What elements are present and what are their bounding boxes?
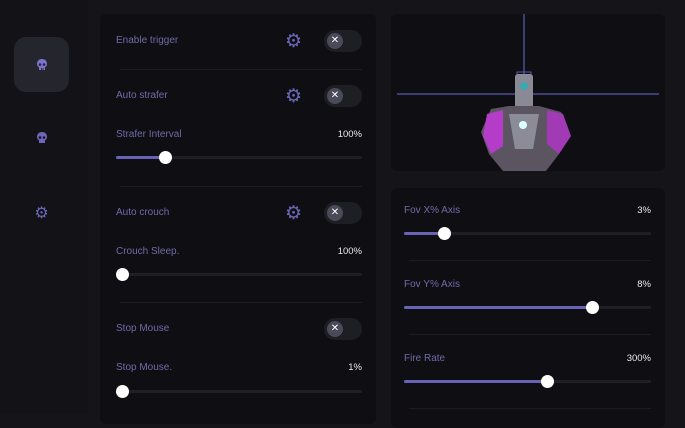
x-icon: ✕: [327, 88, 343, 104]
stop-mouse-row: Stop Mouse ✕: [116, 318, 362, 340]
slider-thumb[interactable]: [541, 375, 555, 388]
gear-icon[interactable]: ⚙: [284, 203, 302, 224]
fov-x-label: Fov X% Axis: [404, 205, 461, 216]
slider-thumb[interactable]: [437, 227, 451, 240]
gear-icon[interactable]: ⚙: [284, 86, 302, 107]
strafer-interval-slider[interactable]: [116, 151, 362, 164]
divider: [120, 302, 362, 303]
stop-mouse-label: Stop Mouse: [116, 323, 170, 334]
divider: [409, 260, 651, 261]
stop-mouse-slider-value: 1%: [348, 362, 362, 373]
strafer-interval-slider-row: Strafer Interval 100%: [116, 129, 362, 164]
fov-x-slider-row: Fov X% Axis 3%: [404, 205, 651, 240]
slider-thumb[interactable]: [159, 151, 173, 164]
slider-thumb[interactable]: [585, 301, 599, 314]
auto-crouch-row: Auto crouch ⚙ ✕: [116, 202, 362, 224]
divider: [120, 186, 362, 187]
fire-rate-value: 300%: [626, 353, 651, 364]
auto-crouch-toggle[interactable]: ✕: [324, 202, 362, 224]
fov-y-slider[interactable]: [404, 301, 651, 314]
fire-rate-slider[interactable]: [404, 375, 651, 388]
x-icon: ✕: [327, 33, 343, 49]
crouch-sleep-slider[interactable]: [116, 268, 362, 281]
stop-mouse-slider-row: Stop Mouse. 1%: [116, 362, 362, 398]
gear-icon: ⚙: [34, 204, 49, 222]
fov-x-slider[interactable]: [404, 227, 651, 240]
slider-thumb[interactable]: [116, 268, 129, 281]
crouch-sleep-label: Crouch Sleep.: [116, 246, 180, 257]
preview-panel: [391, 14, 665, 171]
enable-trigger-toggle[interactable]: ✕: [324, 30, 362, 52]
crouch-sleep-value: 100%: [337, 246, 362, 257]
sidebar-item-settings[interactable]: ⚙: [14, 185, 69, 240]
stop-mouse-slider-label: Stop Mouse.: [116, 362, 173, 373]
player-preview: [397, 14, 659, 171]
fov-y-slider-row: Fov Y% Axis 8%: [404, 279, 651, 314]
divider: [120, 69, 362, 70]
auto-strafer-label: Auto strafer: [116, 90, 168, 101]
fire-rate-label: Fire Rate: [404, 353, 446, 364]
slider-thumb[interactable]: [116, 385, 129, 398]
enable-trigger-row: Enable trigger ⚙ ✕: [116, 30, 362, 52]
settings-panel-right: Fov X% Axis 3% Fov Y% Axis 8% Fire Rate …: [391, 188, 665, 428]
auto-crouch-label: Auto crouch: [116, 207, 170, 218]
sidebar-item-visuals[interactable]: [14, 110, 69, 165]
auto-strafer-toggle[interactable]: ✕: [324, 85, 362, 107]
strafer-interval-label: Strafer Interval: [116, 129, 182, 140]
gear-icon[interactable]: ⚙: [284, 31, 302, 52]
sidebar-item-aim[interactable]: [14, 37, 69, 92]
stop-mouse-toggle[interactable]: ✕: [324, 318, 362, 340]
auto-strafer-row: Auto strafer ⚙ ✕: [116, 85, 362, 107]
x-icon: ✕: [327, 321, 343, 337]
robot-model: [481, 74, 571, 171]
crouch-sleep-slider-row: Crouch Sleep. 100%: [116, 246, 362, 281]
fov-x-value: 3%: [637, 205, 651, 216]
divider: [409, 334, 651, 335]
divider: [409, 408, 651, 409]
fov-y-label: Fov Y% Axis: [404, 279, 460, 290]
fire-rate-slider-row: Fire Rate 300%: [404, 353, 651, 388]
sidebar: ⚙: [0, 0, 88, 413]
strafer-interval-value: 100%: [337, 129, 362, 140]
settings-panel-left: Enable trigger ⚙ ✕ Auto strafer ⚙ ✕ Stra…: [100, 14, 376, 424]
fov-y-value: 8%: [637, 279, 651, 290]
enable-trigger-label: Enable trigger: [116, 35, 179, 46]
x-icon: ✕: [327, 205, 343, 221]
skull-icon: [36, 131, 47, 143]
stop-mouse-slider[interactable]: [116, 385, 362, 398]
skull-icon: [36, 58, 47, 70]
